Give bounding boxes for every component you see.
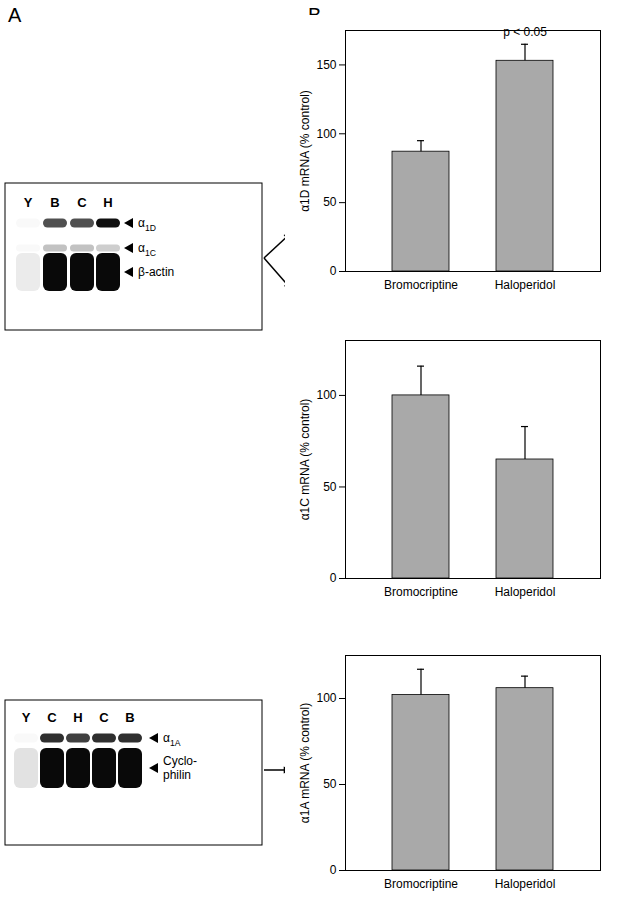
svg-text:α1D mRNA (% control): α1D mRNA (% control) <box>298 90 312 212</box>
svg-text:100: 100 <box>316 127 336 141</box>
svg-text:α1A: α1A <box>163 731 181 748</box>
svg-text:Bromocriptine: Bromocriptine <box>384 585 458 599</box>
svg-text:C: C <box>47 710 57 725</box>
svg-text:H: H <box>103 195 112 210</box>
svg-text:Y: Y <box>24 195 33 210</box>
svg-text:0: 0 <box>330 863 337 877</box>
svg-text:Cyclo-: Cyclo- <box>163 754 197 768</box>
svg-text:B: B <box>50 195 59 210</box>
svg-text:Bromocriptine: Bromocriptine <box>384 877 458 891</box>
svg-text:50: 50 <box>323 480 337 494</box>
svg-text:A: A <box>8 4 22 26</box>
svg-text:philin: philin <box>163 768 191 782</box>
svg-text:B: B <box>125 710 134 725</box>
svg-text:Bromocriptine: Bromocriptine <box>384 278 458 292</box>
svg-text:p < 0.05: p < 0.05 <box>503 25 547 39</box>
svg-text:100: 100 <box>316 388 336 402</box>
svg-text:0: 0 <box>330 264 337 278</box>
svg-text:C: C <box>99 710 109 725</box>
svg-text:C: C <box>77 195 87 210</box>
svg-text:Haloperidol: Haloperidol <box>495 278 556 292</box>
svg-text:Haloperidol: Haloperidol <box>495 585 556 599</box>
svg-text:50: 50 <box>323 777 337 791</box>
svg-text:H: H <box>73 710 82 725</box>
svg-text:α1A mRNA (% control): α1A mRNA (% control) <box>298 703 312 823</box>
svg-text:100: 100 <box>316 691 336 705</box>
svg-text:α1D: α1D <box>138 216 156 233</box>
svg-text:α1C: α1C <box>138 241 156 258</box>
svg-text:Y: Y <box>22 710 31 725</box>
svg-text:150: 150 <box>316 58 336 72</box>
svg-text:0: 0 <box>330 571 337 585</box>
svg-text:50: 50 <box>323 195 337 209</box>
svg-text:Haloperidol: Haloperidol <box>495 877 556 891</box>
svg-text:β-actin: β-actin <box>138 265 174 279</box>
svg-text:α1C mRNA (% control): α1C mRNA (% control) <box>298 399 312 521</box>
